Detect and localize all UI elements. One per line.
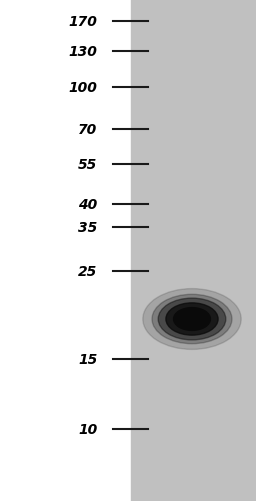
Ellipse shape <box>143 289 241 350</box>
Text: 10: 10 <box>78 422 97 436</box>
Text: 15: 15 <box>78 352 97 366</box>
Text: 25: 25 <box>78 265 97 279</box>
Ellipse shape <box>174 308 210 331</box>
Text: 55: 55 <box>78 158 97 172</box>
Ellipse shape <box>152 295 232 344</box>
Ellipse shape <box>158 299 226 340</box>
Text: 130: 130 <box>68 45 97 59</box>
Text: 40: 40 <box>78 197 97 211</box>
Text: 70: 70 <box>78 123 97 137</box>
Text: 35: 35 <box>78 220 97 234</box>
Text: 170: 170 <box>68 15 97 29</box>
Text: 100: 100 <box>68 81 97 95</box>
Bar <box>0 0 131 501</box>
Bar <box>131 0 256 501</box>
Ellipse shape <box>166 303 218 336</box>
